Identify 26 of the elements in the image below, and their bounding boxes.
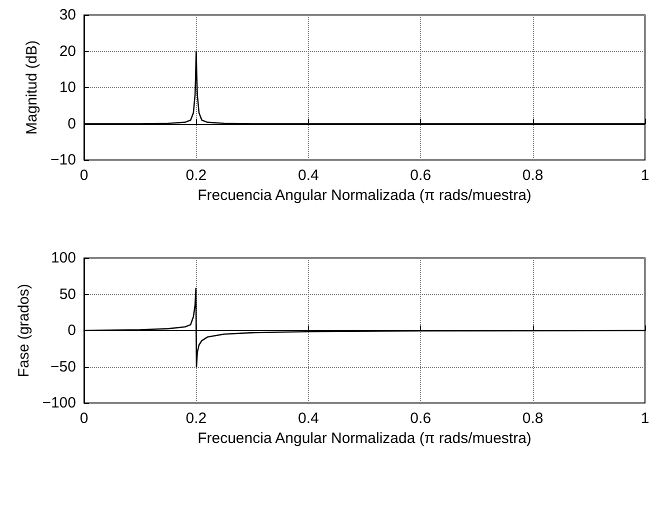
y-axis-title: Fase (grados) xyxy=(15,284,32,378)
x-tick-label: 0.8 xyxy=(522,410,544,427)
x-tick-label: 0.4 xyxy=(298,167,319,184)
y-tick-label: 0 xyxy=(68,322,76,339)
x-tick-label: 0.2 xyxy=(186,167,207,184)
x-axis-title: Frecuencia Angular Normalizada (π rads/muestra) xyxy=(198,186,532,204)
x-tick-label: 1 xyxy=(640,410,650,427)
x-tick-label: 1 xyxy=(640,167,650,184)
x-tick-label: 0.2 xyxy=(186,410,207,427)
y-tick-label: −50 xyxy=(50,358,76,376)
y-tick-label: 50 xyxy=(59,286,76,303)
x-tick-label: 0 xyxy=(80,167,88,184)
y-tick-label: 30 xyxy=(59,6,76,24)
y-tick-label: −10 xyxy=(50,152,76,168)
x-tick-label: 0.6 xyxy=(410,167,432,184)
x-tick-label: 0.8 xyxy=(522,167,544,184)
y-tick-label: 10 xyxy=(59,79,76,96)
y-axis-title: Magnitud (dB) xyxy=(24,40,41,135)
x-tick-label: 0.6 xyxy=(410,410,432,427)
y-tick-label: 20 xyxy=(59,42,76,60)
x-tick-label: 0 xyxy=(80,410,88,427)
x-axis-title: Frecuencia Angular Normalizada (π rads/muestra) xyxy=(198,430,532,447)
y-tick-label: −100 xyxy=(42,394,76,412)
y-tick-label: 0 xyxy=(68,115,76,132)
y-tick-label: 100 xyxy=(50,250,76,266)
x-tick-label: 0.4 xyxy=(298,410,319,427)
